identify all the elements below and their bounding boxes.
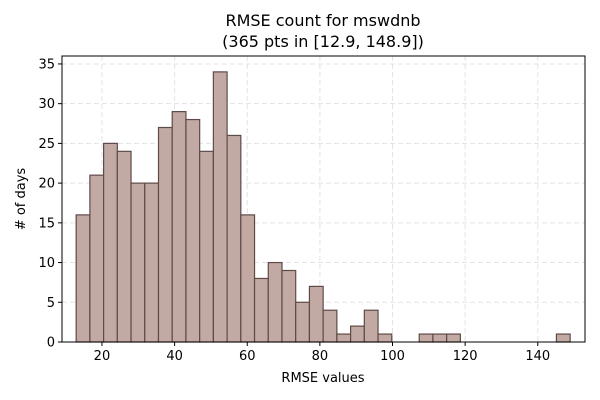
chart-title-line1: RMSE count for mswdnb <box>225 11 420 30</box>
y-tick-label: 15 <box>38 216 55 231</box>
x-tick-label: 80 <box>312 349 329 364</box>
histogram-bar <box>349 325 365 343</box>
histogram-bar <box>336 333 352 343</box>
histogram-bar <box>75 214 91 343</box>
histogram-bar <box>212 71 228 343</box>
histogram-bar <box>308 285 324 343</box>
histogram-bar <box>116 150 132 343</box>
histogram-bar <box>157 126 173 343</box>
y-tick-label: 30 <box>38 97 55 112</box>
bars <box>75 71 571 343</box>
y-tick-label: 35 <box>38 57 55 72</box>
plot-frame <box>61 55 586 343</box>
histogram-bar <box>555 333 571 343</box>
histogram-bar <box>363 309 379 343</box>
histogram-bar <box>295 301 311 343</box>
histogram-bar <box>199 150 214 343</box>
y-axis-label: # of days <box>14 168 29 231</box>
y-tick-label: 20 <box>38 177 55 192</box>
histogram-bar <box>185 118 201 343</box>
ticks: 20 40 60 80 100 120 140 0 5 10 15 20 25 30 35 <box>38 57 550 364</box>
x-tick-label: 60 <box>239 349 256 364</box>
histogram-bar <box>432 333 448 343</box>
x-tick-label: 120 <box>453 349 478 364</box>
histogram-bar <box>89 174 105 343</box>
y-tick-label: 5 <box>47 296 55 311</box>
histogram-bar <box>377 333 393 343</box>
histogram-bar <box>322 309 338 343</box>
histogram-bar <box>446 333 461 343</box>
histogram-bar <box>144 182 160 343</box>
histogram-bar <box>267 261 283 343</box>
histogram-bar <box>226 134 242 343</box>
x-tick-label: 140 <box>525 349 550 364</box>
x-tick-label: 20 <box>94 349 111 364</box>
histogram-bar <box>253 277 269 343</box>
histogram-bar <box>171 111 187 343</box>
chart-title-line2: (365 pts in [12.9, 148.9]) <box>222 32 424 51</box>
histogram-bar <box>130 182 146 343</box>
x-tick-label: 100 <box>380 349 405 364</box>
histogram-bar <box>103 142 118 343</box>
y-tick-label: 0 <box>47 336 55 351</box>
y-tick-label: 10 <box>38 256 55 271</box>
y-tick-label: 25 <box>38 137 55 152</box>
x-tick-label: 40 <box>166 349 183 364</box>
histogram-bar <box>281 269 297 343</box>
x-axis-label: RMSE values <box>281 371 364 386</box>
histogram-bar <box>240 214 256 343</box>
histogram-bar <box>418 333 434 343</box>
